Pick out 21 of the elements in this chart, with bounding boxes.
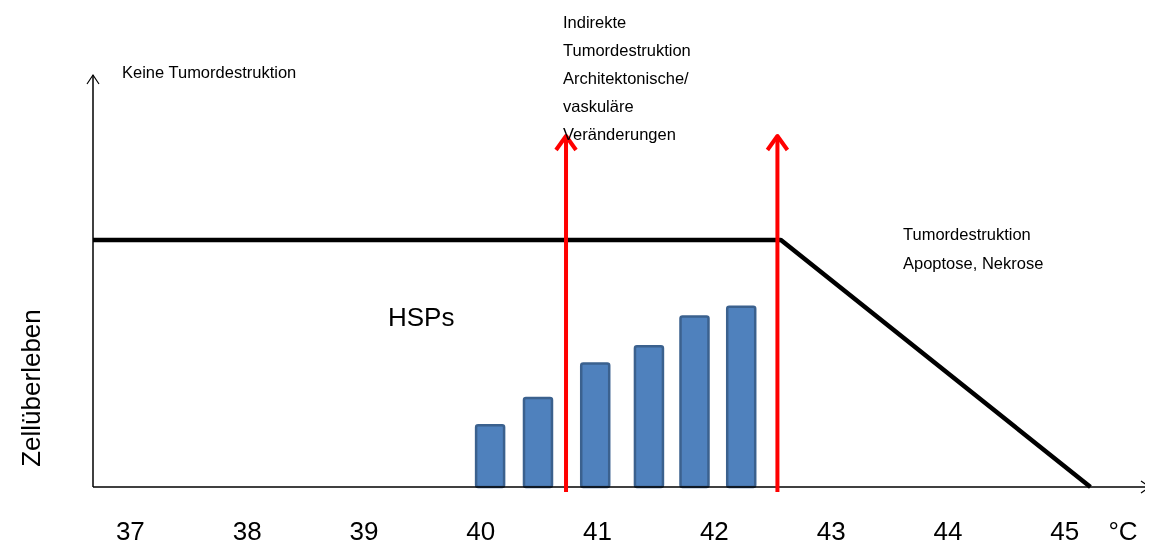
- bar: [725, 305, 757, 489]
- y-axis-title: Zellüberleben: [16, 309, 46, 467]
- bar: [633, 344, 665, 489]
- x-tick-label: 43: [816, 516, 846, 546]
- bar: [474, 424, 506, 489]
- x-tick-label: 44: [933, 516, 963, 546]
- bar: [522, 396, 554, 489]
- text: Keine Tumordestruktion: [122, 63, 297, 81]
- x-tick-label: 45: [1050, 516, 1080, 546]
- bar: [579, 362, 611, 489]
- annotation: Tumordestruktion Apoptose, Nekrose: [903, 225, 1044, 272]
- bar: [679, 315, 710, 489]
- x-tick-label: 38: [232, 516, 262, 546]
- x-tick-label: 41: [583, 516, 613, 546]
- x-axis-title: °C: [1108, 516, 1138, 546]
- x-tick-label: 42: [699, 516, 729, 546]
- x-tick-label: 37: [115, 516, 145, 546]
- text: Indirekte Tumordestruktion Architektonische/ vaskuläre Veränderungen: [563, 13, 691, 143]
- x-tick-label: 39: [349, 516, 379, 546]
- x-tick-label: 40: [466, 516, 496, 546]
- text: HSPs: [388, 302, 455, 332]
